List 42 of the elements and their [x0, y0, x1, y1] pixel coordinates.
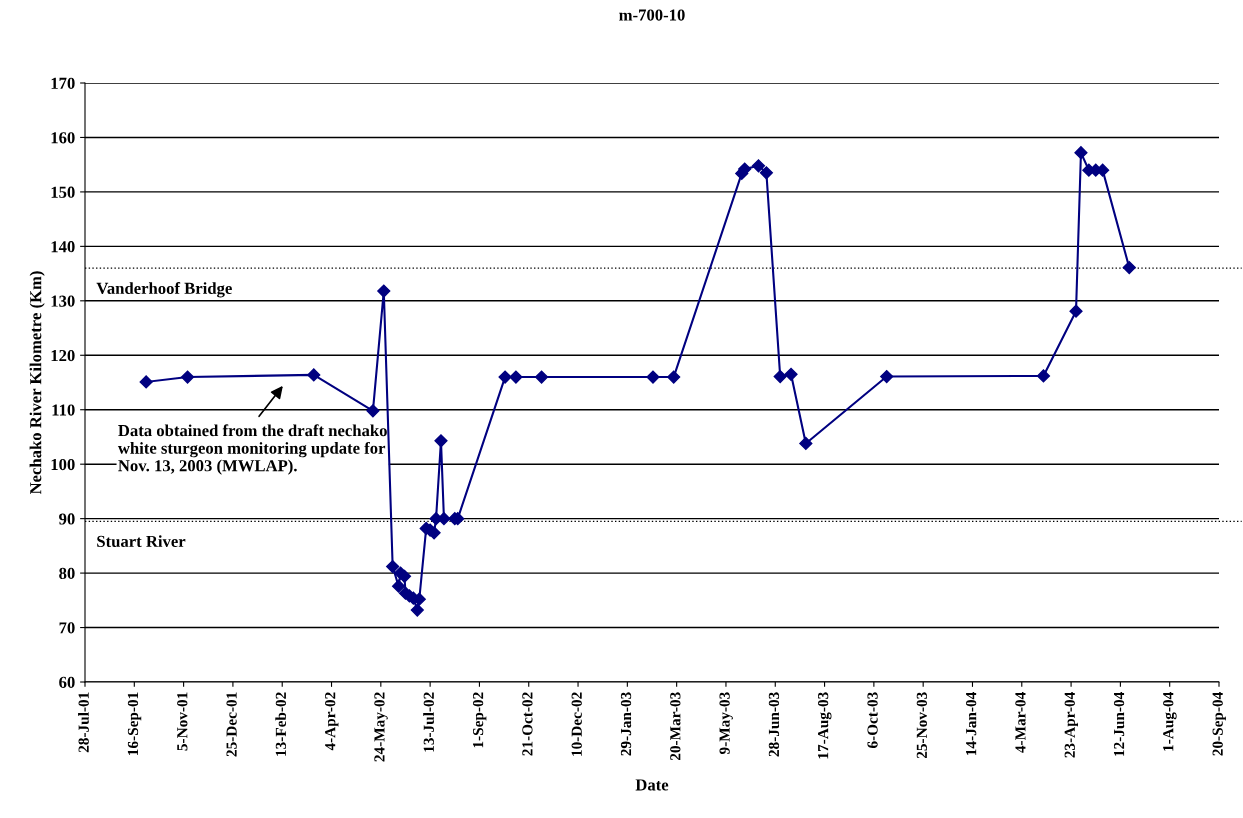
x-tick-label: 9-May-03 — [719, 692, 733, 755]
y-tick-label: 150 — [51, 186, 75, 198]
x-tick-label: 16-Sep-01 — [127, 692, 142, 755]
chart-title: m-700-10 — [619, 9, 685, 21]
x-tick-label: 12-Jun-04 — [1113, 692, 1125, 756]
y-tick-label: 70 — [59, 622, 75, 634]
y-tick-label: 160 — [51, 132, 75, 144]
x-tick-label: 5-Nov-01 — [177, 692, 188, 751]
x-tick-label: 1-Sep-02 — [472, 692, 487, 748]
x-tick-label: 28-Jul-01 — [78, 692, 89, 753]
y-tick-label: 80 — [59, 567, 75, 580]
y-tick-label: 170 — [51, 77, 75, 89]
x-tick-label: 4-Apr-02 — [325, 692, 339, 751]
x-tick-label: 20-Mar-03 — [670, 692, 681, 761]
x-tick-label: 24-May-02 — [374, 692, 388, 762]
y-tick-label: 60 — [59, 676, 75, 688]
y-tick-label: 120 — [51, 349, 75, 362]
annotation: Data obtained from the draft nechako white sturgeon monitoring update for Nov. 13, 2003 (MWLAP). — [117, 424, 387, 475]
y-tick-label: 130 — [51, 295, 75, 307]
x-tick-label: 6-Oct-03 — [867, 692, 878, 749]
x-tick-label: 14-Jan-04 — [965, 692, 977, 755]
x-tick-label: 13-Feb-02 — [275, 692, 287, 756]
ref-line-label: Vanderhoof Bridge — [96, 282, 232, 298]
x-tick-label: 25-Dec-01 — [226, 692, 237, 757]
y-axis-title: Nechako River Kilometre (Km) — [29, 271, 45, 495]
x-tick-label: 17-Aug-03 — [817, 692, 832, 759]
x-tick-label: 20-Sep-04 — [1212, 692, 1226, 756]
x-tick-label: 23-Apr-04 — [1064, 692, 1079, 758]
y-tick-label: 90 — [59, 513, 75, 525]
y-tick-label: 140 — [51, 241, 75, 253]
x-tick-label: 25-Nov-03 — [916, 692, 927, 759]
x-tick-label: 21-Oct-02 — [522, 692, 533, 756]
x-tick-label: 4-Mar-04 — [1015, 692, 1026, 753]
x-tick-label: 13-Jul-02 — [423, 692, 434, 752]
x-tick-label: 28-Jun-03 — [768, 692, 780, 757]
y-tick-label: 110 — [52, 404, 75, 416]
x-tick-label: 1-Aug-04 — [1163, 692, 1177, 751]
x-tick-label: 29-Jan-03 — [620, 692, 632, 756]
ref-line-label: Stuart River — [97, 535, 186, 548]
x-tick-label: 10-Dec-02 — [571, 692, 582, 756]
y-tick-label: 100 — [51, 458, 75, 471]
x-axis-title: Date — [635, 779, 669, 791]
